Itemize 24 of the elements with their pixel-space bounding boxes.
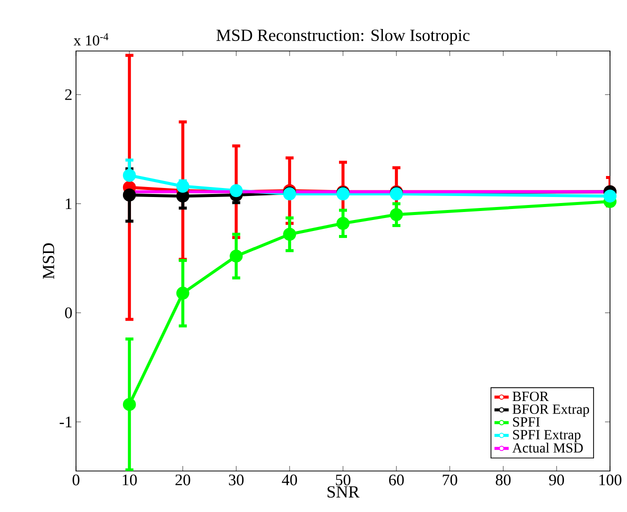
legend-label: SPFI Extrap [513, 430, 580, 442]
x-tick-label: 40 [282, 474, 297, 486]
x-tick-label: 30 [228, 474, 244, 486]
legend-label: BFOR Extrap [512, 404, 590, 417]
legend-label: Actual MSD [512, 442, 583, 453]
x-tick-label: 90 [549, 474, 564, 486]
x-tick-label: 80 [496, 474, 511, 486]
x-tick-label: 100 [599, 474, 622, 486]
x-tick-label: 20 [176, 474, 190, 486]
legend-label: SPFI [513, 417, 540, 427]
x-tick-label: 0 [72, 474, 80, 486]
x-tick-label: 10 [122, 474, 137, 486]
y-tick-label: 1 [66, 198, 72, 210]
legend-label: BFOR [512, 392, 549, 402]
y-tick-label: 0 [65, 307, 72, 318]
chart-title: MSD Reconstruction: Slow Isotropic [216, 29, 470, 44]
y-axis-title: MSD [42, 243, 54, 279]
text: x 10$^{-4}$ [74, 33, 108, 46]
y-tick-label: -1 [60, 416, 72, 428]
x-tick-label: 60 [389, 474, 404, 486]
x-tick-label: 70 [442, 474, 458, 486]
x-axis-title: SNR [328, 486, 360, 498]
x-tick-label: 50 [336, 474, 350, 486]
y-tick-label: 2 [65, 89, 72, 100]
